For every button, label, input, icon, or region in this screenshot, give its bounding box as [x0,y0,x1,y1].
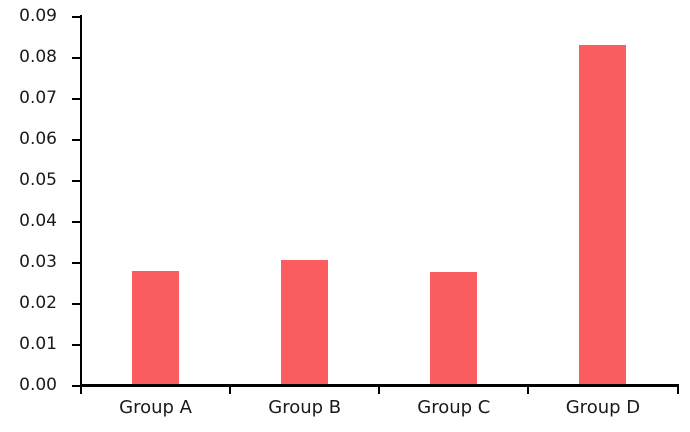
y-tick-mark [72,138,81,141]
x-tick-label: Group D [565,397,641,418]
y-axis-line [79,14,83,387]
y-tick-label: 0.00 [19,375,57,395]
y-tick-label: 0.06 [19,129,57,149]
y-tick-mark [72,15,81,18]
y-tick-mark [72,261,81,264]
x-tick-label: Group C [417,397,491,418]
x-tick-mark [80,385,82,394]
y-tick-label: 0.01 [19,334,57,354]
y-tick-label: 0.02 [19,293,57,313]
y-tick-label: 0.04 [19,211,57,231]
x-tick-mark [676,385,679,394]
y-tick-label: 0.05 [19,170,57,190]
x-tick-label: Group A [119,397,192,418]
x-tick-mark [378,385,381,394]
y-tick-mark [72,56,81,59]
y-tick-mark [72,97,81,100]
bar-group-a [132,270,180,386]
y-tick-mark [72,343,81,346]
bar-group-c [430,271,478,386]
y-tick-label: 0.08 [19,47,57,67]
bar-group-b [281,260,329,386]
x-tick-mark [527,385,530,394]
y-tick-label: 0.07 [19,88,57,108]
x-tick-label: Group B [268,397,342,418]
y-tick-label: 0.09 [19,6,57,26]
x-tick-mark [229,385,232,394]
y-tick-label: 0.03 [19,252,57,272]
y-tick-mark [72,220,81,223]
y-tick-mark [72,302,81,305]
y-tick-mark [72,384,81,387]
y-tick-mark [72,179,81,182]
bar-group-d [579,44,627,386]
